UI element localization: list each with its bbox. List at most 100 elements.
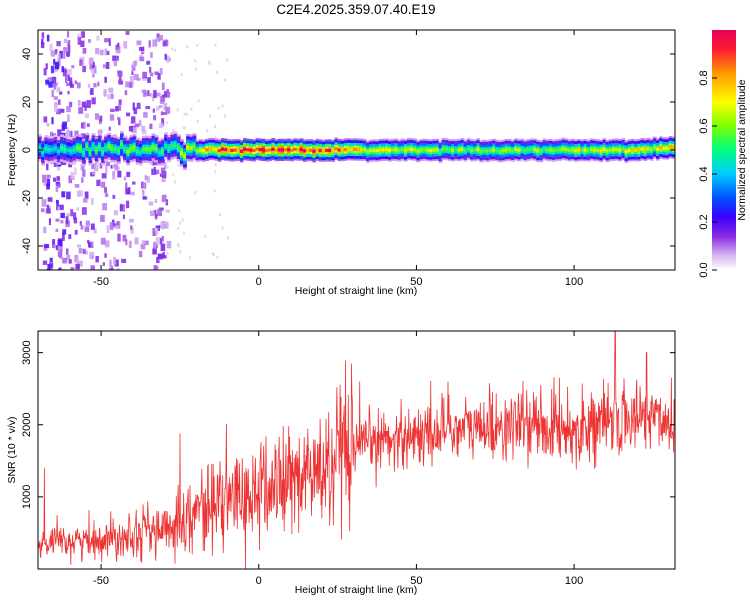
heatmap-cell [48, 218, 51, 226]
heatmap-cell [129, 146, 134, 151]
heatmap-cell [239, 149, 244, 153]
heatmap-cell [104, 38, 109, 43]
heatmap-cell [160, 167, 166, 176]
heatmap-cell [593, 148, 597, 152]
heatmap-cell [274, 148, 279, 152]
heatmap-cell [213, 253, 215, 257]
heatmap-cell [119, 75, 122, 81]
y-tick-label: 20 [21, 96, 33, 108]
heatmap-cell [80, 40, 85, 48]
heatmap-cell [194, 59, 197, 63]
heatmap-cell [79, 146, 83, 151]
heatmap-cell [181, 218, 184, 222]
heatmap-cell [97, 129, 103, 134]
heatmap-cell [63, 53, 66, 59]
heatmap-cell [134, 123, 139, 128]
heatmap-cell [77, 37, 82, 45]
heatmap-cell [56, 183, 61, 188]
heatmap-cell [388, 148, 392, 152]
heatmap-cell [74, 167, 77, 175]
heatmap-cell [179, 221, 182, 225]
heatmap-cell [165, 209, 170, 213]
heatmap-cell [96, 179, 101, 187]
heatmap-cell [492, 148, 496, 152]
heatmap-cell [158, 105, 163, 109]
heatmap-cell [182, 231, 185, 235]
heatmap-cell [652, 146, 657, 150]
heatmap-cell [92, 73, 95, 78]
heatmap-cell [90, 265, 95, 270]
heatmap-cell [165, 121, 168, 125]
heatmap-cell [55, 187, 59, 193]
heatmap-cell [54, 49, 58, 55]
heatmap-cell [83, 121, 86, 129]
heatmap-cell [128, 126, 133, 132]
heatmap-cell [154, 146, 159, 151]
heatmap-cell [89, 251, 94, 259]
heatmap-cell [148, 201, 153, 206]
heatmap-cell [99, 115, 103, 122]
heatmap-cell [116, 221, 120, 226]
heatmap-cell [90, 88, 94, 95]
heatmap-cell [128, 82, 133, 88]
heatmap-cell [109, 268, 114, 270]
heatmap-cell [82, 150, 86, 155]
heatmap-cell [150, 52, 153, 58]
heatmap-cell [51, 76, 57, 84]
heatmap-cell [125, 187, 130, 195]
heatmap-cell [214, 170, 217, 174]
heatmap-cell [172, 129, 175, 133]
heatmap-cell [76, 257, 79, 264]
heatmap-cell [155, 265, 159, 270]
heatmap-cell [479, 149, 484, 153]
heatmap-cell [375, 149, 380, 153]
heatmap-cell [87, 83, 91, 88]
heatmap-cell [156, 106, 160, 111]
heatmap-cell [177, 227, 180, 230]
heatmap-cell [63, 147, 67, 152]
snr-ticks: -50 0 50 100 1000 2000 3000 [21, 331, 675, 587]
heatmap-cell [123, 176, 127, 181]
heatmap-cell [160, 111, 163, 116]
heatmap-cell [60, 220, 64, 224]
heatmap-cell [166, 55, 169, 64]
heatmap-cell [141, 240, 145, 246]
heatmap-cell [243, 147, 247, 151]
heatmap-cell [89, 62, 93, 70]
heatmap-cell [80, 225, 84, 230]
heatmap-cell [668, 145, 673, 149]
heatmap-cell [77, 244, 82, 248]
heatmap-cell [93, 83, 97, 88]
heatmap-cell [77, 190, 82, 197]
heatmap-cell [56, 41, 61, 47]
heatmap-cell [153, 162, 158, 166]
heatmap-cell [117, 170, 122, 178]
x-tick-label: 100 [565, 575, 583, 587]
heatmap-cell [318, 148, 323, 153]
heatmap-cell [79, 221, 82, 226]
heatmap-cell [302, 149, 307, 153]
heatmap-cell [99, 162, 103, 169]
heatmap-cell [596, 148, 600, 152]
heatmap-cell [146, 60, 151, 65]
heatmap-cell [122, 214, 125, 219]
heatmap-cell [78, 107, 84, 114]
heatmap-cell [52, 83, 57, 87]
heatmap-cell [147, 90, 150, 97]
heatmap-cell [115, 44, 120, 50]
heatmap-cell [113, 147, 118, 152]
heatmap-cell [110, 265, 113, 270]
heatmap-cell [47, 197, 53, 202]
heatmap-cell [214, 148, 219, 152]
heatmap-cell [68, 162, 73, 168]
heatmap-cell [45, 79, 49, 85]
heatmap-cell [67, 40, 71, 44]
heatmap-cell [53, 146, 58, 151]
heatmap-cell [134, 237, 139, 245]
heatmap-cell [93, 163, 99, 172]
heatmap-cell [126, 171, 131, 177]
heatmap-cell [86, 100, 91, 108]
heatmap-cell [82, 169, 86, 177]
heatmap-cell [558, 148, 563, 152]
heatmap-cell [112, 164, 117, 169]
